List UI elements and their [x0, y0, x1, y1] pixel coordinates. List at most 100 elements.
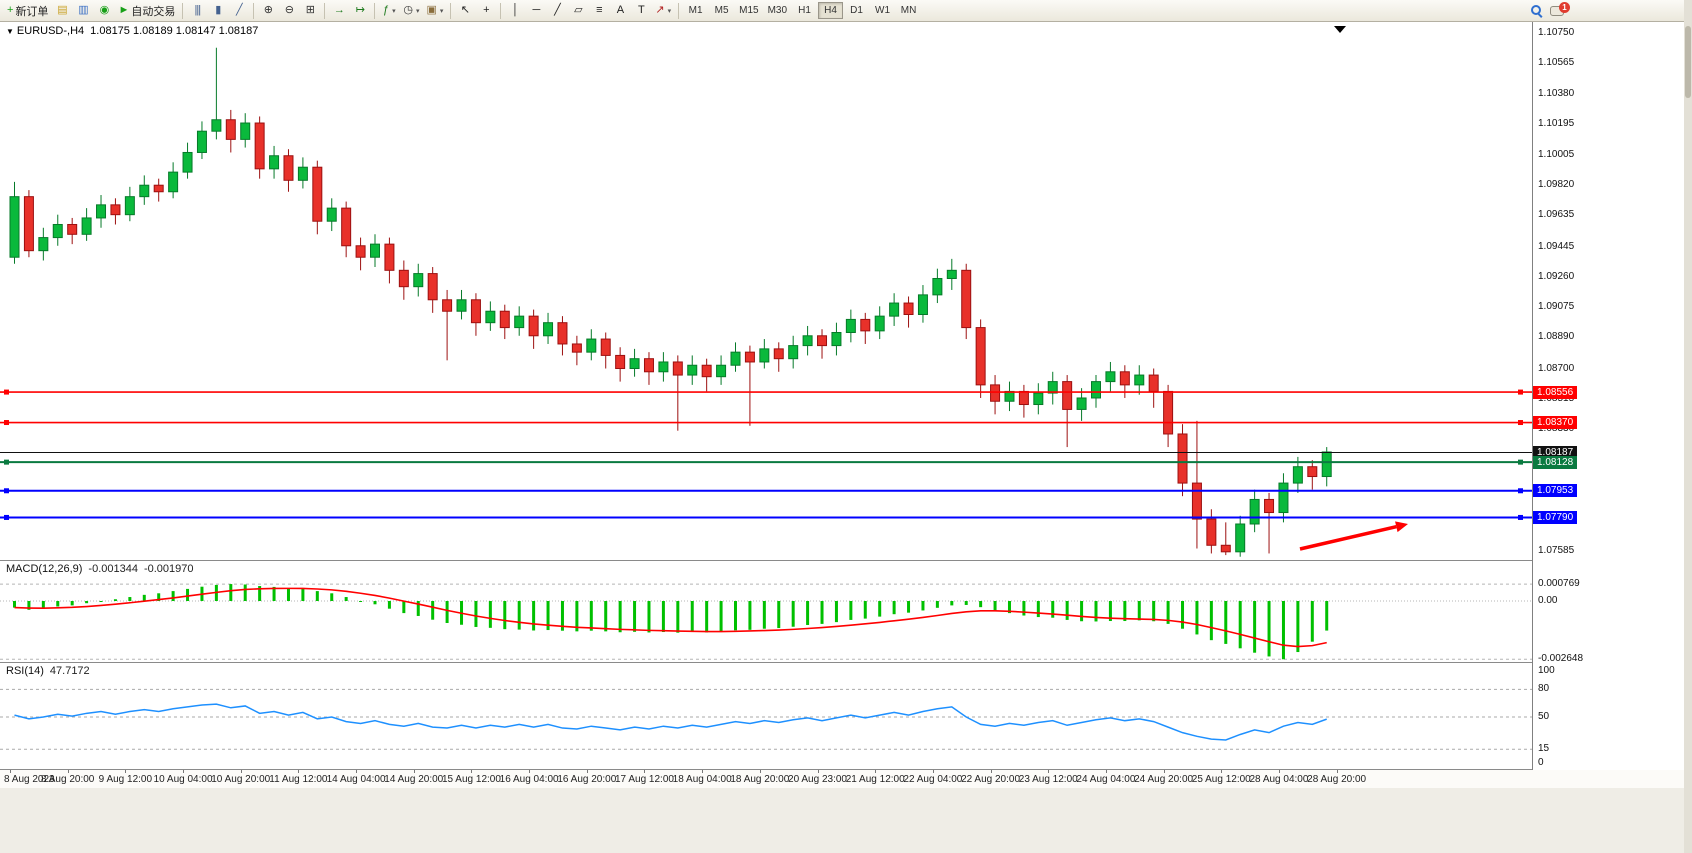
- level-handle[interactable]: [4, 514, 9, 520]
- zoom-out-icon: ⊖: [284, 4, 294, 16]
- toolbar-separator: [253, 2, 255, 19]
- tile-windows-button[interactable]: ⊞: [300, 2, 320, 20]
- level-handle[interactable]: [4, 488, 9, 494]
- chart-profiles-button[interactable]: ▤: [52, 2, 72, 20]
- level-handle[interactable]: [1518, 420, 1523, 426]
- chart-shift-icon: ↦: [355, 4, 365, 16]
- macd-label: MACD(12,26,9) -0.001344 -0.001970: [6, 563, 194, 575]
- new-order-label: 新订单: [15, 5, 49, 18]
- bars-chart-button[interactable]: |||: [187, 2, 207, 20]
- candlestick-chart-button[interactable]: ▮: [208, 2, 228, 20]
- price-axis-tick: 1.09635: [1538, 209, 1575, 221]
- autotrading-button[interactable]: ► 自动交易: [115, 2, 178, 20]
- timeframe-m1-button[interactable]: M1: [683, 2, 708, 19]
- time-axis[interactable]: 8 Aug 2023 8 Aug 20:00 9 Aug 12:00 10 Aug 0…: [0, 770, 1684, 788]
- time-axis-tick: [1336, 770, 1338, 773]
- text-tool-button[interactable]: A: [610, 2, 630, 20]
- price-axis-tick: 1.08890: [1538, 331, 1575, 343]
- timeframe-h4-button[interactable]: H4: [818, 2, 844, 19]
- rsi-line: [14, 703, 1327, 741]
- time-axis-label: 8 Aug 2023: [4, 774, 55, 785]
- timeframe-m30-button[interactable]: M30: [764, 2, 791, 19]
- notifications-button[interactable]: 1: [1547, 1, 1570, 20]
- autotrading-icon: ►: [118, 4, 130, 16]
- toolbar-separator: [324, 2, 326, 19]
- macd-axis-tick: -0.002648: [1538, 653, 1584, 665]
- level-handle[interactable]: [4, 420, 9, 426]
- periods-list-button[interactable]: ◷ ▾: [400, 2, 422, 20]
- main-chart-panel[interactable]: ▼ EURUSD-,H4 1.08175 1.08189 1.08147 1.081…: [0, 22, 1532, 560]
- data-window-icon: ◉: [99, 4, 110, 16]
- macd-panel[interactable]: MACD(12,26,9) -0.001344 -0.001970: [0, 561, 1532, 662]
- zoom-in-button[interactable]: ⊕: [258, 2, 278, 20]
- fibonacci-tool-icon: ≡: [596, 4, 603, 16]
- auto-scroll-button[interactable]: →: [329, 2, 349, 20]
- level-handle[interactable]: [1518, 488, 1523, 494]
- panel-splitter[interactable]: [0, 662, 1684, 663]
- market-watch-button[interactable]: ▥: [73, 2, 93, 20]
- level-handle[interactable]: [4, 459, 9, 465]
- horizontal-line-tool-button[interactable]: ─: [526, 2, 546, 20]
- price-tag[interactable]: 1.08370: [1533, 416, 1578, 430]
- chart-shift-button[interactable]: ↦: [350, 2, 370, 20]
- arrow-annotation[interactable]: [1299, 525, 1397, 551]
- toolbar: + 新订单 ▤ ▥ ◉ ► 自动交易 ||| ▮ ╱ ⊕ ⊖ ⊞ → ↦ ƒ ▾ ◷ ▾ ▣ ▾ ↖ + │ ─ ╱ ▱ ≡ A T ↗ ▾ M…: [0, 0, 1692, 22]
- time-axis-tick: [356, 770, 358, 773]
- rsi-name: RSI(14): [6, 665, 44, 677]
- time-axis-label: 18 Aug 20:00: [730, 774, 790, 785]
- level-handle[interactable]: [1518, 459, 1523, 465]
- price-axis-tick: 1.10750: [1538, 27, 1575, 38]
- candlestick-chart-canvas[interactable]: [0, 22, 1532, 560]
- templates-list-button[interactable]: ▣ ▾: [423, 2, 446, 20]
- arrow-annotation-head[interactable]: [1395, 521, 1408, 533]
- price-axis-tick: 1.10380: [1538, 87, 1575, 99]
- search-button[interactable]: [1526, 2, 1546, 20]
- new-order-button[interactable]: + 新订单: [4, 2, 51, 20]
- level-handle[interactable]: [1518, 514, 1523, 520]
- scrollbar-thumb[interactable]: [1685, 26, 1691, 98]
- timeframe-m15-button[interactable]: M15: [735, 2, 762, 19]
- timeframe-w1-button[interactable]: W1: [870, 2, 895, 19]
- level-handle[interactable]: [1518, 389, 1523, 395]
- periods-list-icon: ◷: [403, 4, 413, 16]
- time-axis-tick: [644, 770, 646, 773]
- chart-profiles-icon: ▤: [57, 4, 68, 16]
- symbol-collapse-icon[interactable]: ▼: [6, 27, 14, 36]
- price-tag[interactable]: 1.08128: [1533, 455, 1578, 469]
- timeframe-h1-button[interactable]: H1: [792, 2, 817, 19]
- timeframe-mn-button[interactable]: MN: [896, 2, 921, 19]
- fibonacci-tool-button[interactable]: ≡: [589, 2, 609, 20]
- level-handle[interactable]: [4, 389, 9, 395]
- arrows-tool-button[interactable]: ↗ ▾: [652, 2, 674, 20]
- line-chart-button[interactable]: ╱: [229, 2, 249, 20]
- label-tool-button[interactable]: T: [631, 2, 651, 20]
- zoom-out-button[interactable]: ⊖: [279, 2, 299, 20]
- panel-splitter[interactable]: [0, 560, 1684, 561]
- cursor-tool-button[interactable]: ↖: [455, 2, 475, 20]
- crosshair-tool-button[interactable]: +: [476, 2, 496, 20]
- arrows-tool-icon: ↗: [655, 4, 665, 16]
- trendline-tool-button[interactable]: ╱: [547, 2, 567, 20]
- rsi-panel[interactable]: RSI(14) 47.7172: [0, 663, 1532, 769]
- price-axis[interactable]: 1.10750 1.10565 1.10380 1.10195 1.10005 1.098…: [1532, 22, 1684, 770]
- indicators-list-button[interactable]: ƒ ▾: [379, 2, 399, 20]
- time-axis-tick: [529, 770, 531, 773]
- price-tag[interactable]: 1.08556: [1533, 385, 1578, 399]
- chart-shift-marker-icon[interactable]: [1334, 26, 1346, 33]
- price-tag[interactable]: 1.07953: [1533, 484, 1578, 498]
- time-axis-label: 22 Aug 20:00: [961, 774, 1021, 785]
- macd-canvas[interactable]: [0, 561, 1532, 662]
- vertical-line-tool-button[interactable]: │: [505, 2, 525, 20]
- time-axis-tick: [125, 770, 127, 773]
- data-window-button[interactable]: ◉: [94, 2, 114, 20]
- symbol-label: EURUSD-,H4: [16, 25, 85, 37]
- timeframe-d1-button[interactable]: D1: [844, 2, 869, 19]
- price-tag[interactable]: 1.07790: [1533, 510, 1578, 524]
- vertical-scrollbar[interactable]: [1684, 0, 1692, 853]
- rsi-canvas[interactable]: [0, 663, 1532, 769]
- macd-value-2: -0.001970: [143, 563, 194, 575]
- time-axis-tick: [413, 770, 415, 773]
- channel-tool-button[interactable]: ▱: [568, 2, 588, 20]
- timeframe-m5-button[interactable]: M5: [709, 2, 734, 19]
- search-icon: [1530, 4, 1543, 17]
